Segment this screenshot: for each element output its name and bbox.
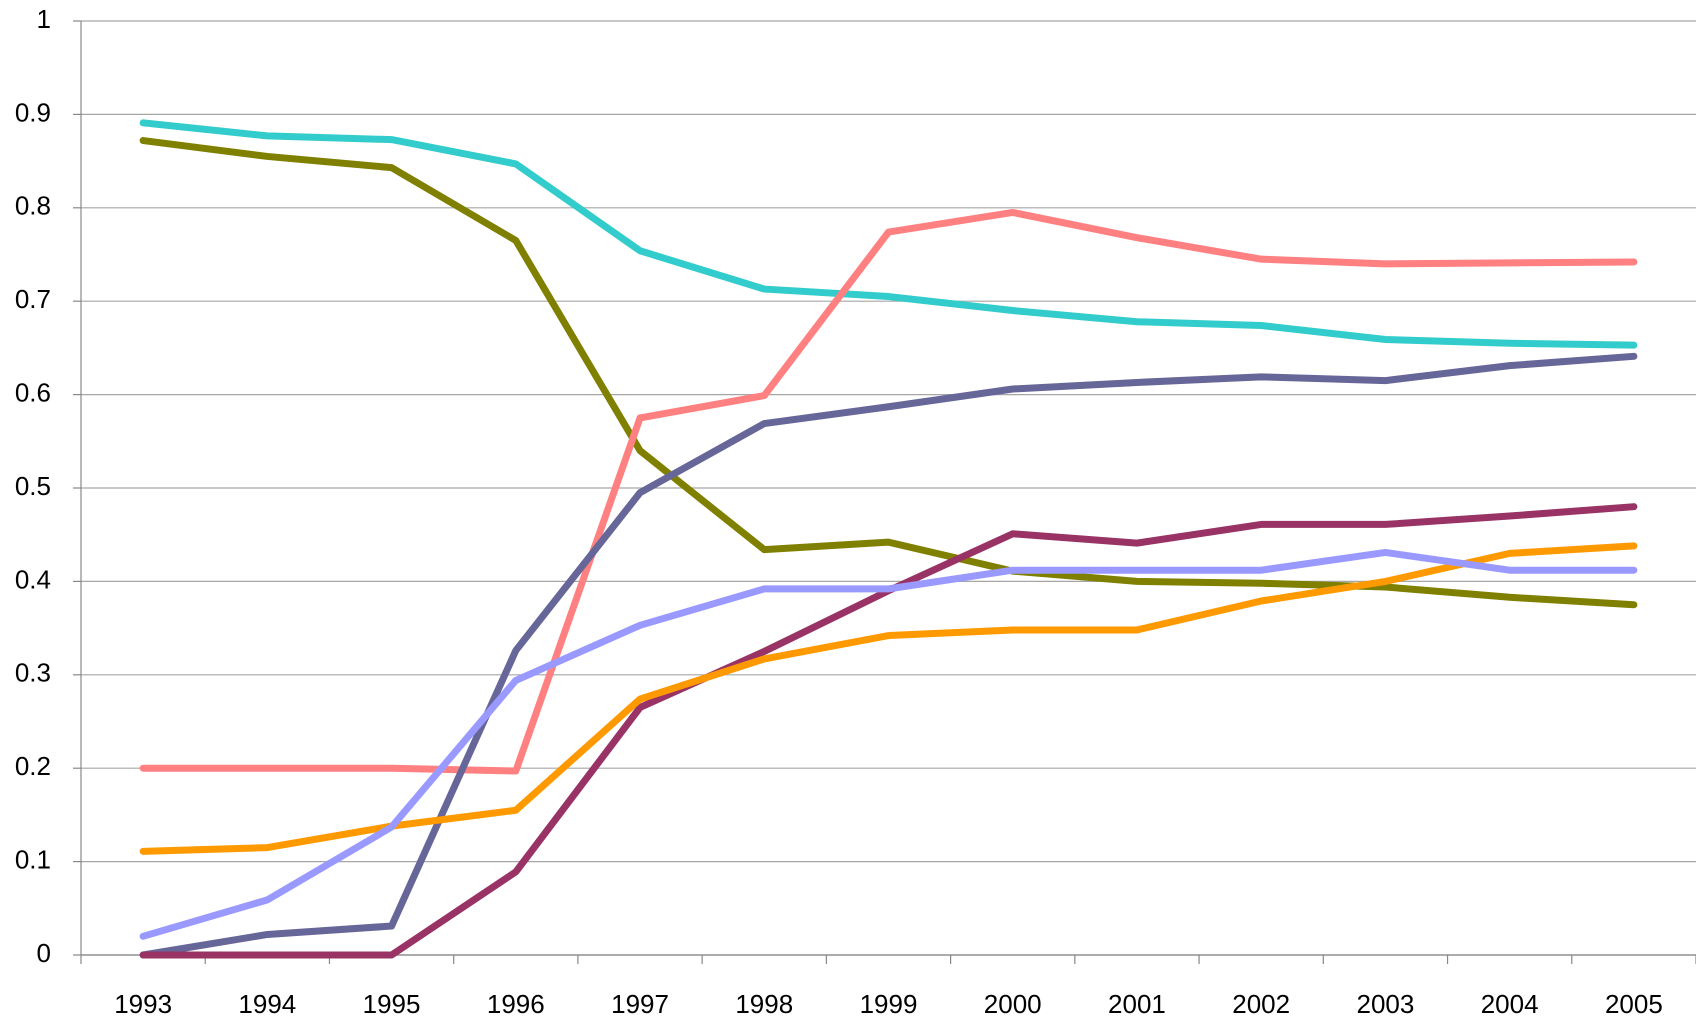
line-series bbox=[139, 548, 1638, 940]
y-tick-label: 0.2 bbox=[15, 751, 51, 781]
x-tick-label: 1999 bbox=[860, 989, 918, 1019]
x-tick-label: 2000 bbox=[984, 989, 1042, 1019]
line-series bbox=[139, 137, 1638, 609]
y-tick-label: 0.7 bbox=[15, 284, 51, 314]
x-tick-label: 2003 bbox=[1357, 989, 1415, 1019]
y-tick-label: 1 bbox=[37, 4, 51, 34]
y-tick-label: 0.3 bbox=[15, 658, 51, 688]
y-tick-label: 0.4 bbox=[15, 564, 51, 594]
x-tick-label: 1995 bbox=[363, 989, 421, 1019]
x-tick-label: 1998 bbox=[735, 989, 793, 1019]
y-tick-label: 0.1 bbox=[15, 844, 51, 874]
x-tick-label: 1997 bbox=[611, 989, 669, 1019]
x-tick-label: 2001 bbox=[1108, 989, 1166, 1019]
line-series bbox=[139, 119, 1638, 349]
x-tick-label: 1994 bbox=[238, 989, 296, 1019]
y-tick-label: 0.6 bbox=[15, 377, 51, 407]
x-tick-label: 1996 bbox=[487, 989, 545, 1019]
x-tick-label: 2004 bbox=[1481, 989, 1539, 1019]
y-tick-label: 0.5 bbox=[15, 471, 51, 501]
y-tick-label: 0 bbox=[37, 938, 51, 968]
x-tick-label: 2002 bbox=[1232, 989, 1290, 1019]
line-series bbox=[139, 352, 1638, 959]
line-series bbox=[139, 208, 1638, 775]
y-tick-label: 0.9 bbox=[15, 97, 51, 127]
x-tick-label: 2005 bbox=[1605, 989, 1663, 1019]
x-tick-label: 1993 bbox=[114, 989, 172, 1019]
y-tick-label: 0.8 bbox=[15, 191, 51, 221]
